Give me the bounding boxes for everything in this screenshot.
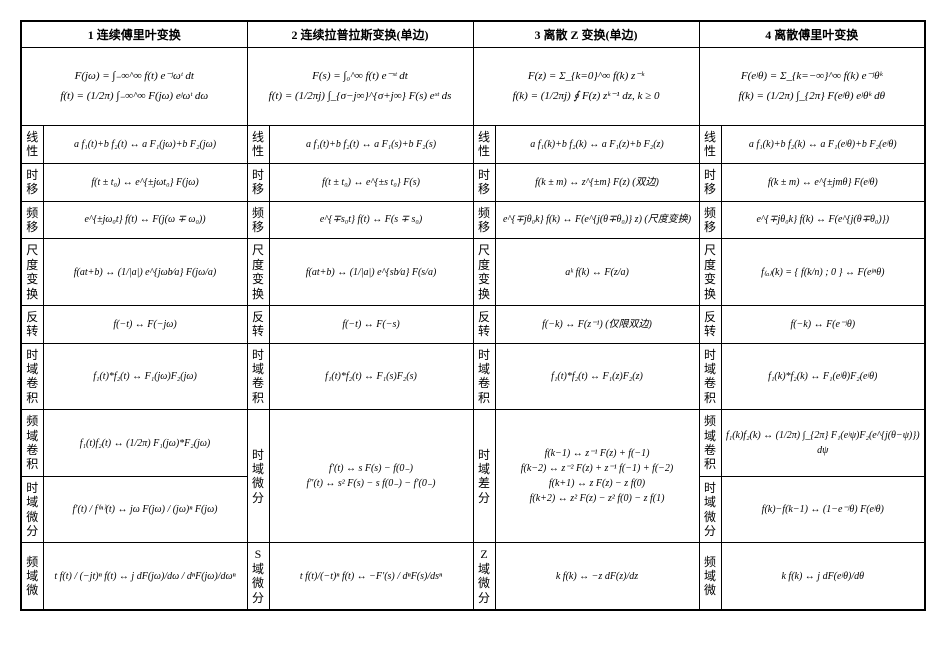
row-label: 线性 — [699, 126, 721, 164]
row-label: 尺度变换 — [21, 239, 43, 306]
table-row: 尺度变换f(at+b) ↔ (1/|a|) e^{jωb⁄a} F(jω/a)尺… — [21, 239, 925, 306]
formula-cell: f(t ± t₀) ↔ e^{±jωt₀} F(jω) — [43, 163, 247, 201]
formula-cell: e^{∓jθ₀k} f(k) ↔ F(e^{j(θ∓θ₀)}) — [721, 201, 925, 239]
row-label: Z 域微分 — [473, 543, 495, 610]
col4-def2: f(k) = (1/2π) ∫_{2π} F(eʲθ) eʲθᵏ dθ — [702, 87, 923, 107]
col2-def1: F(s) = ∫₀^∞ f(t) e⁻ˢᵗ dt — [250, 67, 471, 87]
formula-cell: f₁(t)*f₂(t) ↔ F₁(jω)F₂(jω) — [43, 343, 247, 410]
col2-title: 2 连续拉普拉斯变换(单边) — [247, 21, 473, 48]
col1-def1: F(jω) = ∫₋∞^∞ f(t) e⁻ʲωᵗ dt — [24, 67, 245, 87]
row-label: 尺度变换 — [247, 239, 269, 306]
row-label: 线性 — [473, 126, 495, 164]
transform-properties-table: 1 连续傅里叶变换 2 连续拉普拉斯变换(单边) 3 离散 Z 变换(单边) 4… — [20, 20, 926, 611]
formula-cell: f(at+b) ↔ (1/|a|) e^{sb⁄a} F(s/a) — [269, 239, 473, 306]
row-label: 线性 — [247, 126, 269, 164]
table-row: 频域微t f(t) / (−jt)ⁿ f(t) ↔ j dF(jω)/dω / … — [21, 543, 925, 610]
formula-cell: t f(t)/(−t)ⁿ f(t) ↔ −F′(s) / dⁿF(s)/dsⁿ — [269, 543, 473, 610]
row-label: 时移 — [21, 163, 43, 201]
formula-cell: f(−k) ↔ F(z⁻¹) (仅限双边) — [495, 305, 699, 343]
row-label: 时域差分 — [473, 410, 495, 543]
row-label: 频域卷积 — [21, 410, 43, 477]
formula-cell: f(k−1) ↔ z⁻¹ F(z) + f(−1)f(k−2) ↔ z⁻² F(… — [495, 410, 699, 543]
col4-def1: F(eʲθ) = Σ_{k=−∞}^∞ f(k) e⁻ʲθᵏ — [702, 67, 923, 87]
row-label: 频移 — [247, 201, 269, 239]
row-label: S 域微分 — [247, 543, 269, 610]
formula-cell: f(−t) ↔ F(−jω) — [43, 305, 247, 343]
col4-title: 4 离散傅里叶变换 — [699, 21, 925, 48]
formula-cell: f₁(k)f₂(k) ↔ (1/2π) ∫_{2π} F₁(eʲψ)F₂(e^{… — [721, 410, 925, 477]
col2-def2: f(t) = (1/2πj) ∫_{σ−j∞}^{σ+j∞} F(s) eˢᵗ … — [250, 87, 471, 107]
table-row: 时域卷积f₁(t)*f₂(t) ↔ F₁(jω)F₂(jω)时域卷积f₁(t)*… — [21, 343, 925, 410]
formula-cell: a f₁(t)+b f₂(t) ↔ a F₁(jω)+b F₂(jω) — [43, 126, 247, 164]
row-label: 尺度变换 — [699, 239, 721, 306]
formula-cell: f(k ± m) ↔ e^{±jmθ} F(eʲθ) — [721, 163, 925, 201]
row-label: 频域卷积 — [699, 410, 721, 477]
formula-cell: k f(k) ↔ j dF(eʲθ)/dθ — [721, 543, 925, 610]
row-label: 反转 — [21, 305, 43, 343]
row-label: 频域微 — [699, 543, 721, 610]
formula-cell: f₍ₐ₎(k) = { f(k/n) ; 0 } ↔ F(eʲⁿθ) — [721, 239, 925, 306]
row-label: 时域微分 — [247, 410, 269, 543]
formula-cell: e^{∓s₀t} f(t) ↔ F(s ∓ s₀) — [269, 201, 473, 239]
formula-cell: f(k ± m) ↔ z^{±m} F(z) (双边) — [495, 163, 699, 201]
row-label: 时域微分 — [699, 476, 721, 543]
table-row: 反转f(−t) ↔ F(−jω)反转f(−t) ↔ F(−s)反转f(−k) ↔… — [21, 305, 925, 343]
formula-cell: f(k)−f(k−1) ↔ (1−e⁻ʲθ) F(eʲθ) — [721, 476, 925, 543]
formula-cell: f₁(t)*f₂(t) ↔ F₁(z)F₂(z) — [495, 343, 699, 410]
row-label: 时域卷积 — [473, 343, 495, 410]
formula-cell: f(t ± t₀) ↔ e^{±s t₀} F(s) — [269, 163, 473, 201]
row-label: 时域卷积 — [21, 343, 43, 410]
formula-cell: aᵏ f(k) ↔ F(z/a) — [495, 239, 699, 306]
row-label: 频移 — [21, 201, 43, 239]
col3-def2: f(k) = (1/2πj) ∮ F(z) zᵏ⁻¹ dz, k ≥ 0 — [476, 87, 697, 107]
col1-title: 1 连续傅里叶变换 — [21, 21, 247, 48]
row-label: 时移 — [473, 163, 495, 201]
col3-title: 3 离散 Z 变换(单边) — [473, 21, 699, 48]
formula-cell: e^{±jω₀t} f(t) ↔ F(j(ω ∓ ω₀)) — [43, 201, 247, 239]
header-title-row: 1 连续傅里叶变换 2 连续拉普拉斯变换(单边) 3 离散 Z 变换(单边) 4… — [21, 21, 925, 48]
formula-cell: f′(t) / f⁽ⁿ⁾(t) ↔ jω F(jω) / (jω)ⁿ F(jω) — [43, 476, 247, 543]
row-label: 反转 — [473, 305, 495, 343]
formula-cell: a f₁(t)+b f₂(t) ↔ a F₁(s)+b F₂(s) — [269, 126, 473, 164]
col2-def: F(s) = ∫₀^∞ f(t) e⁻ˢᵗ dt f(t) = (1/2πj) … — [247, 48, 473, 126]
formula-cell: f(at+b) ↔ (1/|a|) e^{jωb⁄a} F(jω/a) — [43, 239, 247, 306]
formula-cell: k f(k) ↔ −z dF(z)/dz — [495, 543, 699, 610]
row-label: 频域微 — [21, 543, 43, 610]
col3-def1: F(z) = Σ_{k=0}^∞ f(k) z⁻ᵏ — [476, 67, 697, 87]
col3-def: F(z) = Σ_{k=0}^∞ f(k) z⁻ᵏ f(k) = (1/2πj)… — [473, 48, 699, 126]
table-row: 线性a f₁(t)+b f₂(t) ↔ a F₁(jω)+b F₂(jω)线性a… — [21, 126, 925, 164]
row-label: 时域卷积 — [247, 343, 269, 410]
row-label: 时移 — [699, 163, 721, 201]
row-label: 频移 — [699, 201, 721, 239]
row-label: 反转 — [247, 305, 269, 343]
row-label: 尺度变换 — [473, 239, 495, 306]
row-label: 线性 — [21, 126, 43, 164]
table-body: 线性a f₁(t)+b f₂(t) ↔ a F₁(jω)+b F₂(jω)线性a… — [21, 126, 925, 610]
row-label: 时域微分 — [21, 476, 43, 543]
row-label: 时域卷积 — [699, 343, 721, 410]
formula-cell: f₁(t)f₂(t) ↔ (1/2π) F₁(jω)*F₂(jω) — [43, 410, 247, 477]
formula-cell: f₁(t)*f₂(t) ↔ F₁(s)F₂(s) — [269, 343, 473, 410]
row-label: 时移 — [247, 163, 269, 201]
formula-cell: f′(t) ↔ s F(s) − f(0₋)f″(t) ↔ s² F(s) − … — [269, 410, 473, 543]
col4-def: F(eʲθ) = Σ_{k=−∞}^∞ f(k) e⁻ʲθᵏ f(k) = (1… — [699, 48, 925, 126]
col1-def2: f(t) = (1/2π) ∫₋∞^∞ F(jω) eʲωᵗ dω — [24, 87, 245, 107]
table-row: 时移f(t ± t₀) ↔ e^{±jωt₀} F(jω)时移f(t ± t₀)… — [21, 163, 925, 201]
header-formula-row: F(jω) = ∫₋∞^∞ f(t) e⁻ʲωᵗ dt f(t) = (1/2π… — [21, 48, 925, 126]
table-row: 频域卷积f₁(t)f₂(t) ↔ (1/2π) F₁(jω)*F₂(jω)时域微… — [21, 410, 925, 477]
formula-cell: a f₁(k)+b f₂(k) ↔ a F₁(z)+b F₂(z) — [495, 126, 699, 164]
col1-def: F(jω) = ∫₋∞^∞ f(t) e⁻ʲωᵗ dt f(t) = (1/2π… — [21, 48, 247, 126]
row-label: 频移 — [473, 201, 495, 239]
table-row: 频移e^{±jω₀t} f(t) ↔ F(j(ω ∓ ω₀))频移e^{∓s₀t… — [21, 201, 925, 239]
formula-cell: t f(t) / (−jt)ⁿ f(t) ↔ j dF(jω)/dω / dⁿF… — [43, 543, 247, 610]
formula-cell: f₁(k)*f₂(k) ↔ F₁(eʲθ)F₂(eʲθ) — [721, 343, 925, 410]
row-label: 反转 — [699, 305, 721, 343]
formula-cell: f(−k) ↔ F(e⁻ʲθ) — [721, 305, 925, 343]
formula-cell: e^{∓jθ₀k} f(k) ↔ F(e^{j(θ∓θ₀)} z) (尺度变换) — [495, 201, 699, 239]
formula-cell: a f₁(k)+b f₂(k) ↔ a F₁(eʲθ)+b F₂(eʲθ) — [721, 126, 925, 164]
formula-cell: f(−t) ↔ F(−s) — [269, 305, 473, 343]
